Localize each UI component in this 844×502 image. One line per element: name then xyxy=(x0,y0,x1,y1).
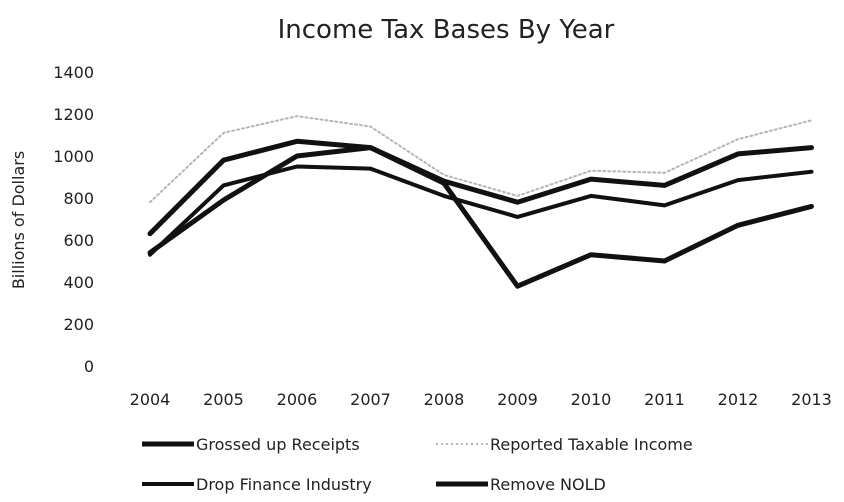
y-tick-label: 200 xyxy=(63,315,94,334)
y-tick-label: 0 xyxy=(84,357,94,376)
x-tick-label: 2009 xyxy=(497,390,538,409)
y-tick-label: 600 xyxy=(63,231,94,250)
series-line-2 xyxy=(149,115,813,204)
y-tick-label: 400 xyxy=(63,273,94,292)
series-line-1 xyxy=(147,145,814,289)
y-axis-label: Billions of Dollars xyxy=(9,151,28,289)
legend-label: Grossed up Receipts xyxy=(196,435,360,454)
y-axis-ticks: 0 200 400 600 800 1000 1200 1400 xyxy=(53,63,94,376)
y-tick-label: 800 xyxy=(63,189,94,208)
series-line-3 xyxy=(148,164,814,257)
y-tick-label: 1200 xyxy=(53,105,94,124)
legend-label: Remove NOLD xyxy=(490,475,606,494)
series-lines xyxy=(147,115,814,289)
x-tick-label: 2010 xyxy=(571,390,612,409)
x-tick-label: 2012 xyxy=(718,390,759,409)
x-tick-label: 2007 xyxy=(350,390,391,409)
x-tick-label: 2008 xyxy=(424,390,465,409)
y-tick-label: 1400 xyxy=(53,63,94,82)
x-tick-label: 2004 xyxy=(130,390,171,409)
y-tick-label: 1000 xyxy=(53,147,94,166)
x-tick-label: 2005 xyxy=(203,390,244,409)
x-tick-label: 2013 xyxy=(791,390,832,409)
legend-label: Reported Taxable Income xyxy=(490,435,693,454)
x-tick-label: 2011 xyxy=(644,390,685,409)
legend: Grossed up Receipts Reported Taxable Inco… xyxy=(142,435,693,494)
x-tick-label: 2006 xyxy=(277,390,318,409)
legend-label: Drop Finance Industry xyxy=(196,475,372,494)
chart-title: Income Tax Bases By Year xyxy=(278,15,615,45)
series-line-4 xyxy=(147,138,814,237)
x-axis-ticks: 2004 2005 2006 2007 2008 2009 2010 2011 2012 2013 xyxy=(130,390,832,409)
